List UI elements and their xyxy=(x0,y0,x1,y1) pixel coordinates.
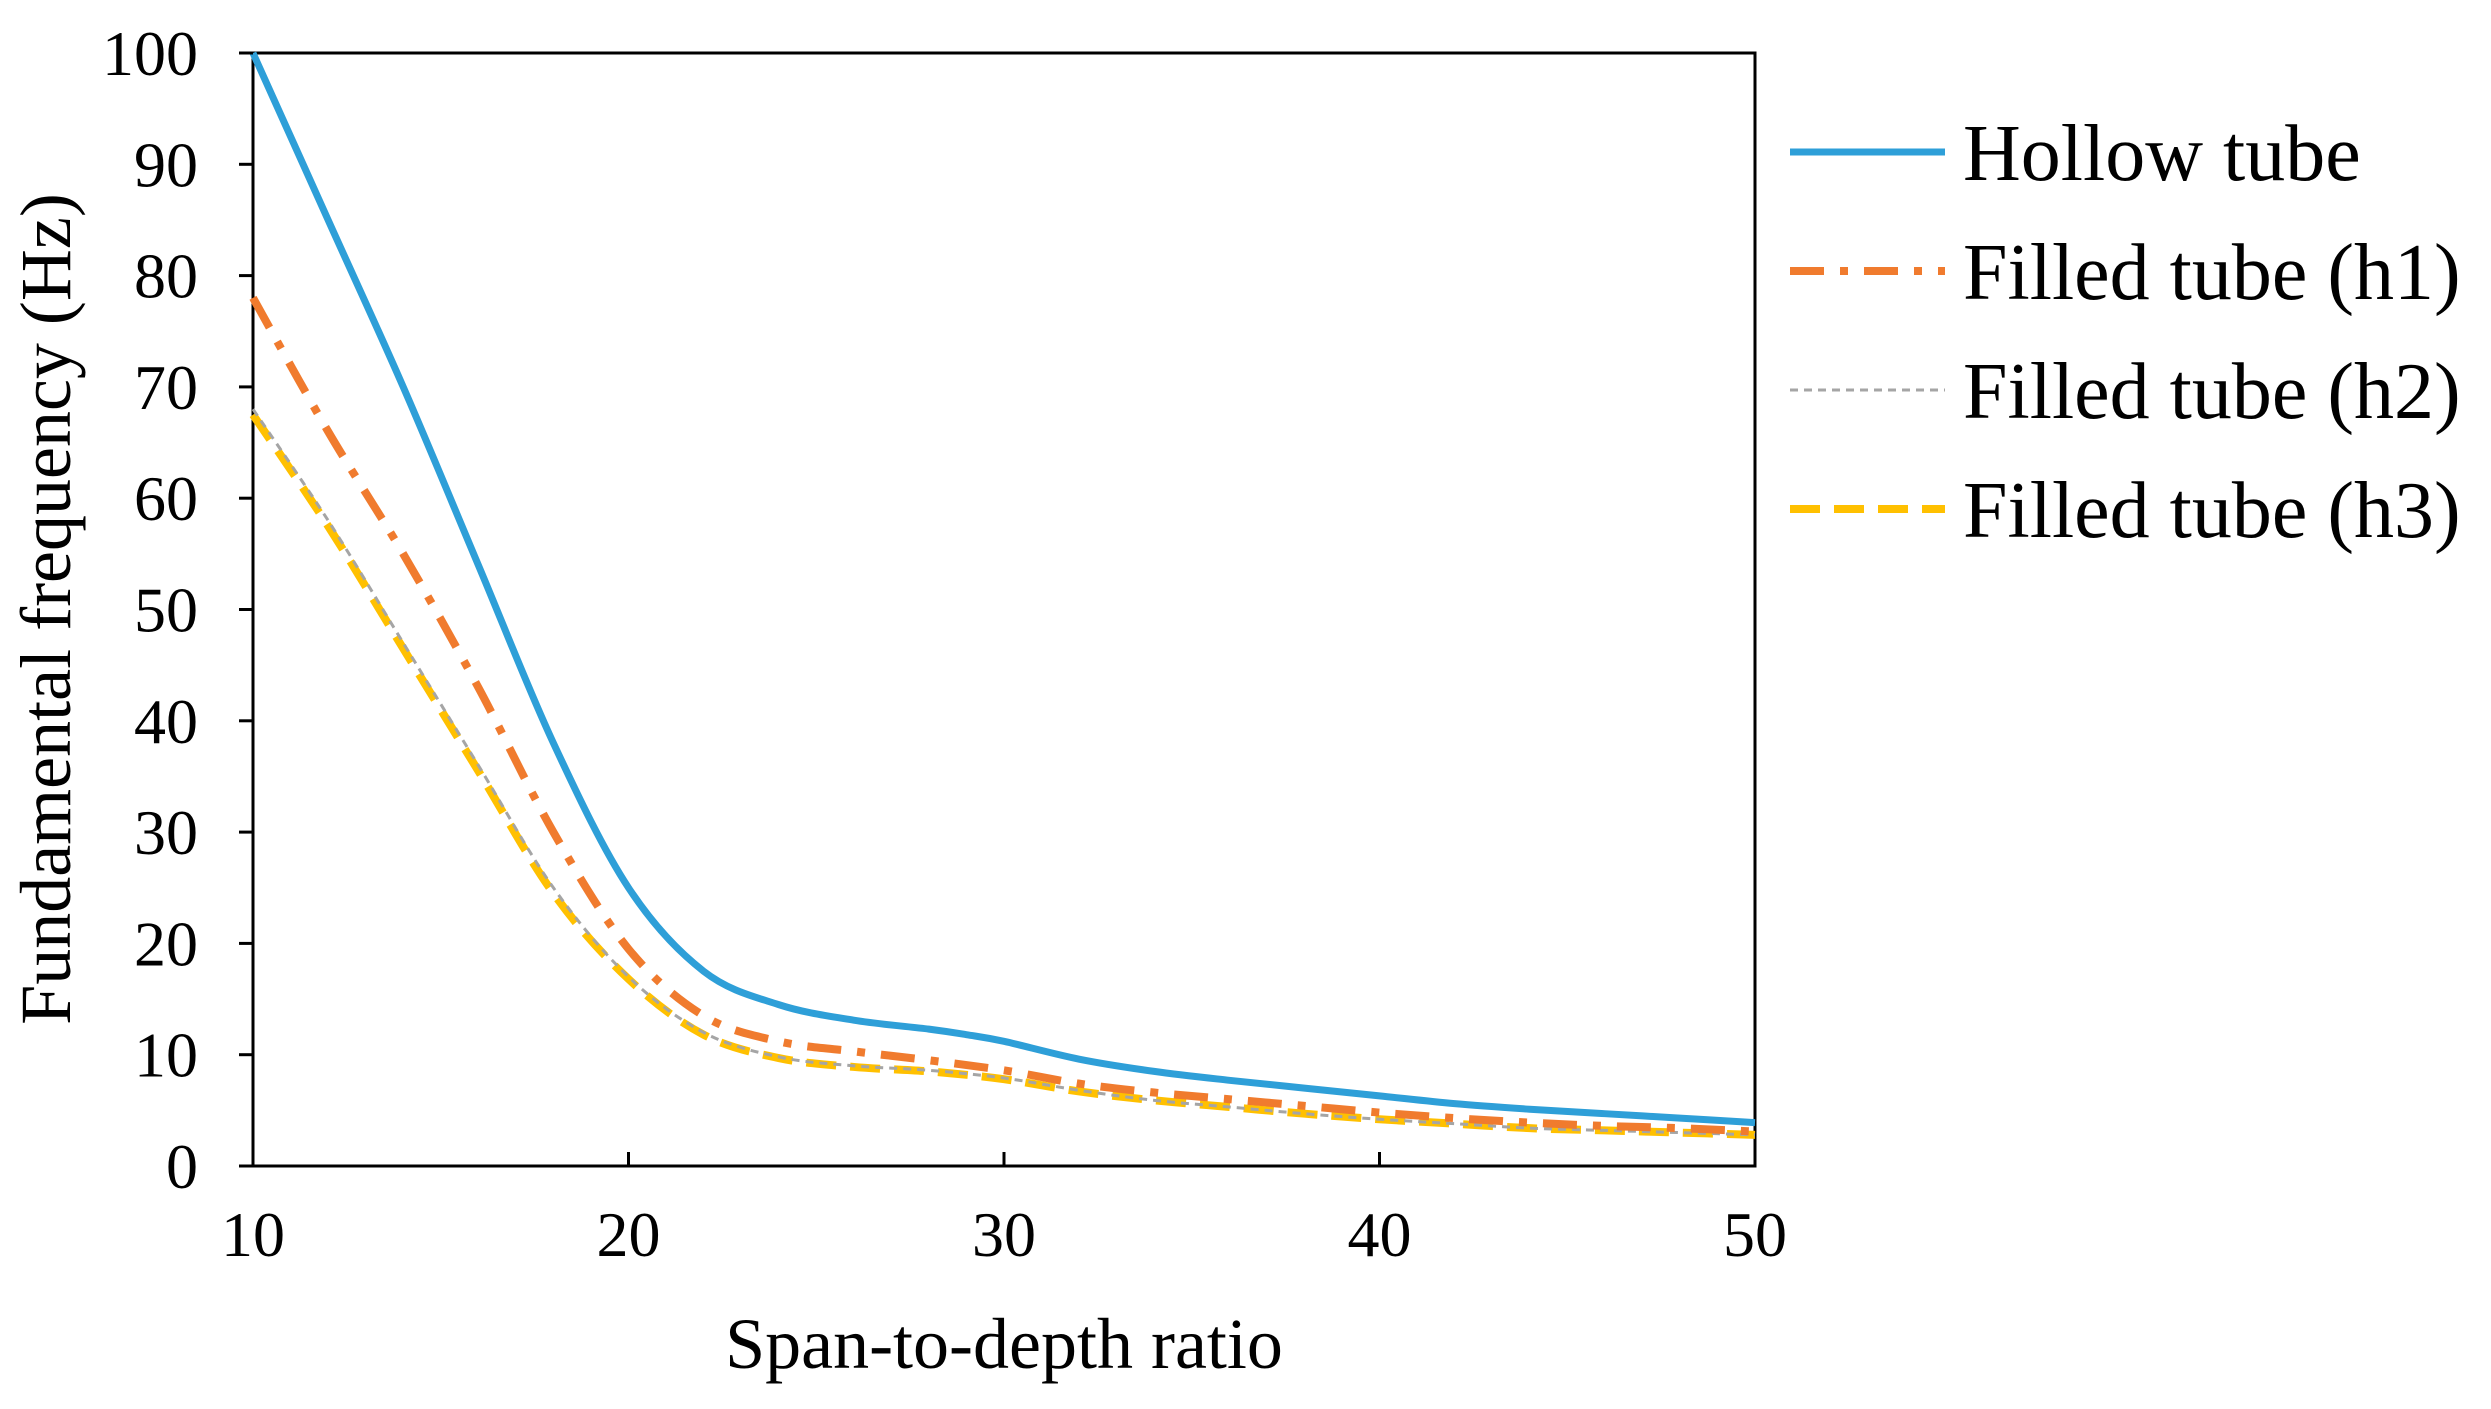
legend-label-1: Hollow tube xyxy=(1963,110,2361,198)
x-tick-label: 30 xyxy=(972,1199,1036,1270)
y-tick-label: 80 xyxy=(134,241,198,312)
x-tick-label: 10 xyxy=(221,1199,285,1270)
x-tick-label: 20 xyxy=(597,1199,661,1270)
y-tick-label: 10 xyxy=(134,1020,198,1091)
legend-label-2: Filled tube (h1) xyxy=(1963,229,2461,317)
x-axis-title: Span-to-depth ratio xyxy=(725,1304,1283,1384)
y-tick-label: 90 xyxy=(134,129,198,200)
data-series-group xyxy=(249,51,1756,1139)
y-tick-label: 30 xyxy=(134,797,198,868)
legend-label-3: Filled tube (h2) xyxy=(1963,348,2461,436)
y-tick-label: 60 xyxy=(134,463,198,534)
y-axis-title: Fundamental frequency (Hz) xyxy=(6,193,86,1025)
series-line-3 xyxy=(251,408,1756,1137)
y-tick-label: 70 xyxy=(134,352,198,423)
series-line-2 xyxy=(249,295,1756,1136)
y-tick-label: 0 xyxy=(166,1131,198,1202)
x-tick-label: 40 xyxy=(1348,1199,1412,1270)
plot-area xyxy=(251,51,1757,1168)
axes-group: 10 20 30 40 50 0 10 20 30 40 50 60 70 80 90 100 xyxy=(102,18,1787,1270)
legend-label-4: Filled tube (h3) xyxy=(1963,467,2461,555)
y-tick-label: 50 xyxy=(134,575,198,646)
y-tick-label: 40 xyxy=(134,686,198,757)
y-tick-label: 100 xyxy=(102,18,198,89)
x-tick-label: 50 xyxy=(1723,1199,1787,1270)
y-tick-label: 20 xyxy=(134,908,198,979)
series-line-1 xyxy=(249,51,1756,1127)
legend: Hollow tube Filled tube (h1) Filled tube (… xyxy=(1790,110,2461,555)
